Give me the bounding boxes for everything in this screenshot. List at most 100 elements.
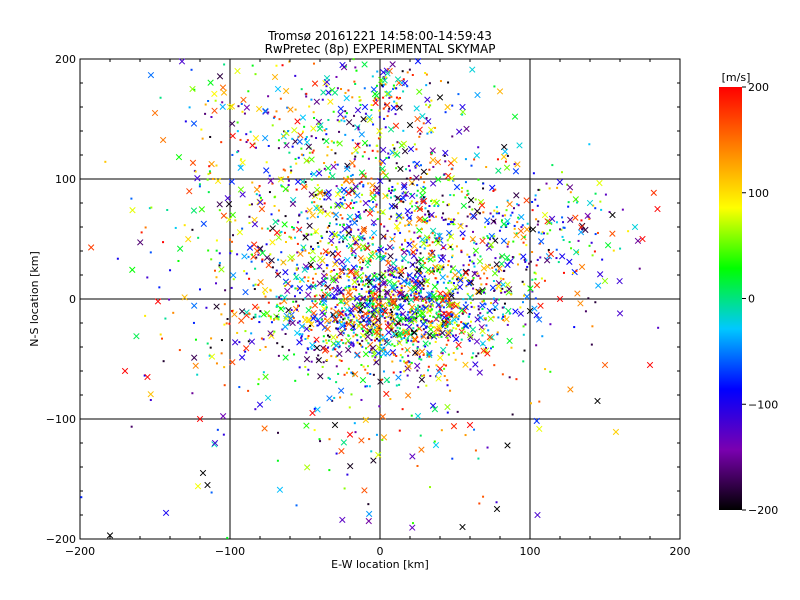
data-point-dot: [381, 161, 384, 164]
data-point-dot: [373, 359, 376, 362]
data-point-dot: [308, 252, 311, 255]
data-point-dot: [248, 215, 251, 218]
data-point-dot: [441, 325, 444, 328]
data-point-dot: [377, 283, 380, 286]
data-point-x: [506, 286, 513, 293]
data-point-dot: [316, 215, 319, 218]
data-point-dot: [359, 321, 362, 324]
data-point-dot: [367, 314, 370, 317]
data-point-dot: [490, 347, 493, 350]
data-point-dot: [331, 287, 334, 290]
data-point-dot: [371, 75, 374, 78]
data-point-dot: [437, 313, 440, 316]
data-point-x: [523, 197, 530, 204]
data-point-dot: [281, 328, 284, 331]
data-point-dot: [350, 312, 353, 315]
data-point-dot: [396, 308, 399, 311]
data-point-dot: [405, 279, 408, 282]
data-point-dot: [144, 314, 147, 317]
data-point-dot: [273, 318, 276, 321]
data-point-x: [612, 428, 620, 436]
data-point-dot: [493, 209, 496, 212]
data-point-dot: [369, 329, 372, 332]
data-point-dot: [320, 235, 323, 238]
data-point-dot: [259, 310, 262, 313]
data-point-x: [520, 253, 527, 260]
data-point-dot: [506, 222, 509, 225]
data-point-dot: [411, 522, 414, 525]
data-point-dot: [334, 348, 337, 351]
data-point-dot: [349, 287, 352, 290]
data-point-dot: [425, 239, 428, 242]
data-point-x: [436, 295, 443, 302]
data-point-dot: [335, 452, 338, 455]
data-point-x: [459, 108, 467, 116]
data-point-dot: [436, 334, 439, 337]
data-point-dot: [413, 292, 416, 295]
data-point-dot: [362, 315, 365, 318]
data-point-x: [435, 312, 442, 320]
data-point-x: [262, 134, 269, 142]
data-point-dot: [526, 265, 529, 268]
data-point-dot: [395, 268, 398, 271]
data-point-dot: [313, 407, 316, 410]
data-point-dot: [310, 328, 313, 331]
data-point-dot: [408, 302, 411, 305]
data-point-dot: [386, 279, 389, 282]
data-point-x: [309, 409, 316, 417]
data-point-dot: [306, 267, 309, 270]
data-point-x: [496, 88, 504, 95]
data-point-dot: [207, 173, 210, 176]
data-point-x: [390, 283, 397, 291]
data-point-x: [484, 263, 491, 270]
data-point-x: [384, 90, 391, 98]
data-point-x: [531, 305, 538, 312]
data-point-x: [548, 215, 556, 222]
data-point-x: [359, 243, 367, 250]
data-point-dot: [395, 227, 398, 230]
data-point-dot: [267, 144, 270, 147]
data-point-dot: [379, 355, 382, 358]
data-point-dot: [220, 339, 223, 342]
data-point-dot: [423, 306, 426, 309]
data-point-dot: [369, 192, 372, 195]
data-point-dot: [350, 174, 353, 177]
data-point-x: [337, 111, 344, 118]
data-point-dot: [374, 356, 377, 359]
data-point-dot: [413, 143, 416, 146]
data-point-dot: [388, 179, 391, 182]
data-point-dot: [503, 302, 506, 305]
data-point-dot: [345, 231, 348, 234]
data-point-x: [527, 285, 534, 292]
data-point-x: [225, 200, 233, 208]
data-point-dot: [370, 291, 373, 294]
data-point-dot: [363, 257, 366, 260]
data-point-dot: [460, 331, 463, 334]
data-point-dot: [391, 238, 394, 241]
data-point-dot: [364, 209, 367, 212]
data-point-dot: [277, 316, 280, 319]
data-point-dot: [339, 198, 342, 201]
data-point-dot: [493, 364, 496, 367]
data-point-dot: [395, 384, 398, 387]
data-point-x: [516, 142, 523, 149]
data-point-dot: [344, 312, 347, 315]
data-point-dot: [325, 359, 328, 362]
data-point-dot: [335, 185, 338, 188]
data-point-dot: [495, 212, 498, 215]
data-point-dot: [608, 210, 611, 213]
data-point-x: [518, 213, 525, 221]
data-point-x: [631, 223, 639, 231]
data-point-dot: [420, 309, 423, 312]
data-point-dot: [290, 169, 293, 172]
data-point-dot: [339, 214, 342, 217]
data-point-dot: [302, 298, 305, 301]
data-point-dot: [384, 320, 387, 323]
data-point-dot: [354, 155, 357, 158]
data-point-dot: [329, 294, 332, 297]
data-point-x: [634, 237, 642, 245]
data-point-dot: [286, 106, 289, 109]
data-point-dot: [363, 151, 366, 154]
data-point-x: [303, 157, 310, 164]
data-point-dot: [307, 348, 310, 351]
